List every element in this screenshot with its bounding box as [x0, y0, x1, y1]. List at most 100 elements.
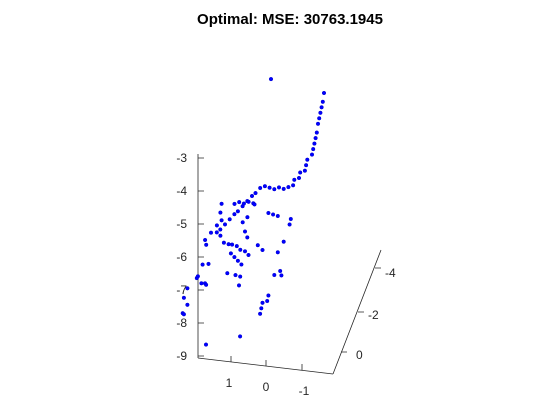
scatter-point — [228, 251, 233, 256]
scatter-point — [276, 185, 282, 190]
scatter-point — [239, 262, 244, 267]
z-tick-label: -4 — [176, 184, 187, 198]
scatter-point — [255, 243, 260, 248]
scatter-point — [259, 306, 264, 311]
z-tick-label: -3 — [176, 151, 187, 165]
scatter-point — [296, 175, 302, 181]
scatter-point — [238, 247, 243, 252]
scatter-point — [275, 250, 280, 255]
scatter-point — [226, 242, 231, 247]
scatter-point — [288, 216, 293, 222]
scatter-point — [219, 218, 224, 223]
scatter-point — [265, 298, 270, 304]
scatter-point — [222, 222, 228, 227]
scatter-point — [317, 116, 322, 121]
axes: -3 -4 -5 -6 -7 -8 -9 1 0 -1 -4 -2 0 — [176, 151, 396, 398]
scatter-point — [245, 235, 250, 240]
scatter-point — [292, 177, 297, 182]
scatter-point — [238, 274, 243, 279]
scatter-point — [221, 240, 226, 245]
scatter-point — [218, 210, 223, 215]
scatter-point — [279, 273, 284, 278]
scatter-point — [230, 242, 235, 247]
scatter-point — [281, 186, 286, 191]
z-tick-label: -6 — [176, 250, 187, 264]
scatter-point — [225, 271, 230, 276]
scatter-point — [320, 99, 325, 104]
scatter-point — [272, 272, 277, 278]
scatter-point — [199, 281, 204, 286]
scatter-point — [313, 136, 318, 141]
scatter-point — [232, 255, 237, 260]
scatter-point — [242, 249, 248, 254]
scatter-point — [287, 222, 292, 227]
scatter-point — [309, 152, 315, 157]
scatter-point — [246, 252, 251, 258]
scatter-point — [181, 295, 186, 300]
scatter-point — [235, 258, 240, 263]
scatter-point — [302, 168, 307, 173]
x-tick-label: 1 — [226, 376, 233, 390]
scatter-point — [268, 77, 274, 82]
scatter-point — [246, 199, 251, 204]
scatter-point — [218, 233, 223, 238]
scatter-point — [312, 141, 317, 146]
scatter-point — [234, 244, 239, 249]
scatter-point — [240, 220, 245, 225]
scatter-point — [241, 201, 246, 206]
scatter-point — [319, 105, 324, 110]
scatter-point — [249, 193, 255, 199]
scatter-point — [304, 163, 309, 168]
scatter-point — [314, 130, 319, 135]
scatter-point — [275, 213, 280, 219]
scatter-point — [237, 200, 242, 205]
z-tick-label: -7 — [176, 283, 187, 297]
scatter-point — [203, 237, 208, 243]
scatter-point — [298, 170, 303, 175]
scatter-point — [252, 202, 257, 207]
scatter-point — [204, 242, 209, 247]
scatter-point — [262, 184, 267, 189]
scatter-point — [258, 185, 263, 191]
scatter-point — [253, 191, 258, 196]
scatter-point — [315, 121, 321, 126]
scatter-point — [227, 217, 232, 222]
scatter-point — [214, 230, 219, 235]
scatter-point — [267, 185, 272, 190]
scatter-point — [232, 201, 237, 206]
x-tick-label: 0 — [263, 380, 270, 394]
scatter-points — [180, 77, 327, 347]
z-ticks: -3 -4 -5 -6 -7 -8 -9 — [176, 151, 204, 363]
scatter-point — [200, 262, 205, 267]
y-axis-line — [332, 249, 382, 375]
scatter-point — [181, 312, 186, 317]
y-tick-label: -2 — [368, 308, 379, 322]
scatter-point — [272, 187, 277, 192]
scatter-point — [286, 185, 291, 190]
scatter-point — [258, 311, 263, 316]
z-tick-label: -8 — [176, 316, 187, 330]
scatter-point — [204, 282, 209, 287]
y-ticks: -4 -2 0 — [341, 266, 396, 362]
scatter-point — [185, 302, 190, 307]
scatter-point — [305, 157, 310, 162]
scatter-point — [233, 273, 238, 278]
scatter-point — [318, 110, 323, 115]
scatter-point — [238, 334, 243, 339]
scatter-point — [203, 342, 209, 347]
scatter-point — [278, 268, 283, 274]
scatter-point — [245, 215, 250, 220]
x-axis-line — [197, 357, 334, 375]
scatter-point — [208, 230, 214, 235]
scatter-point — [266, 210, 271, 216]
y-tick-label: 0 — [356, 348, 363, 362]
scatter-point — [218, 227, 223, 232]
chart-title: Optimal: MSE: 30763.1945 — [197, 11, 383, 28]
scatter-point — [219, 201, 224, 206]
y-tick-label: -4 — [385, 266, 396, 280]
scatter-point — [271, 212, 276, 217]
scatter-point — [260, 247, 265, 253]
scatter-point — [185, 286, 190, 291]
scatter-point — [214, 223, 219, 228]
scatter-point — [232, 212, 237, 217]
